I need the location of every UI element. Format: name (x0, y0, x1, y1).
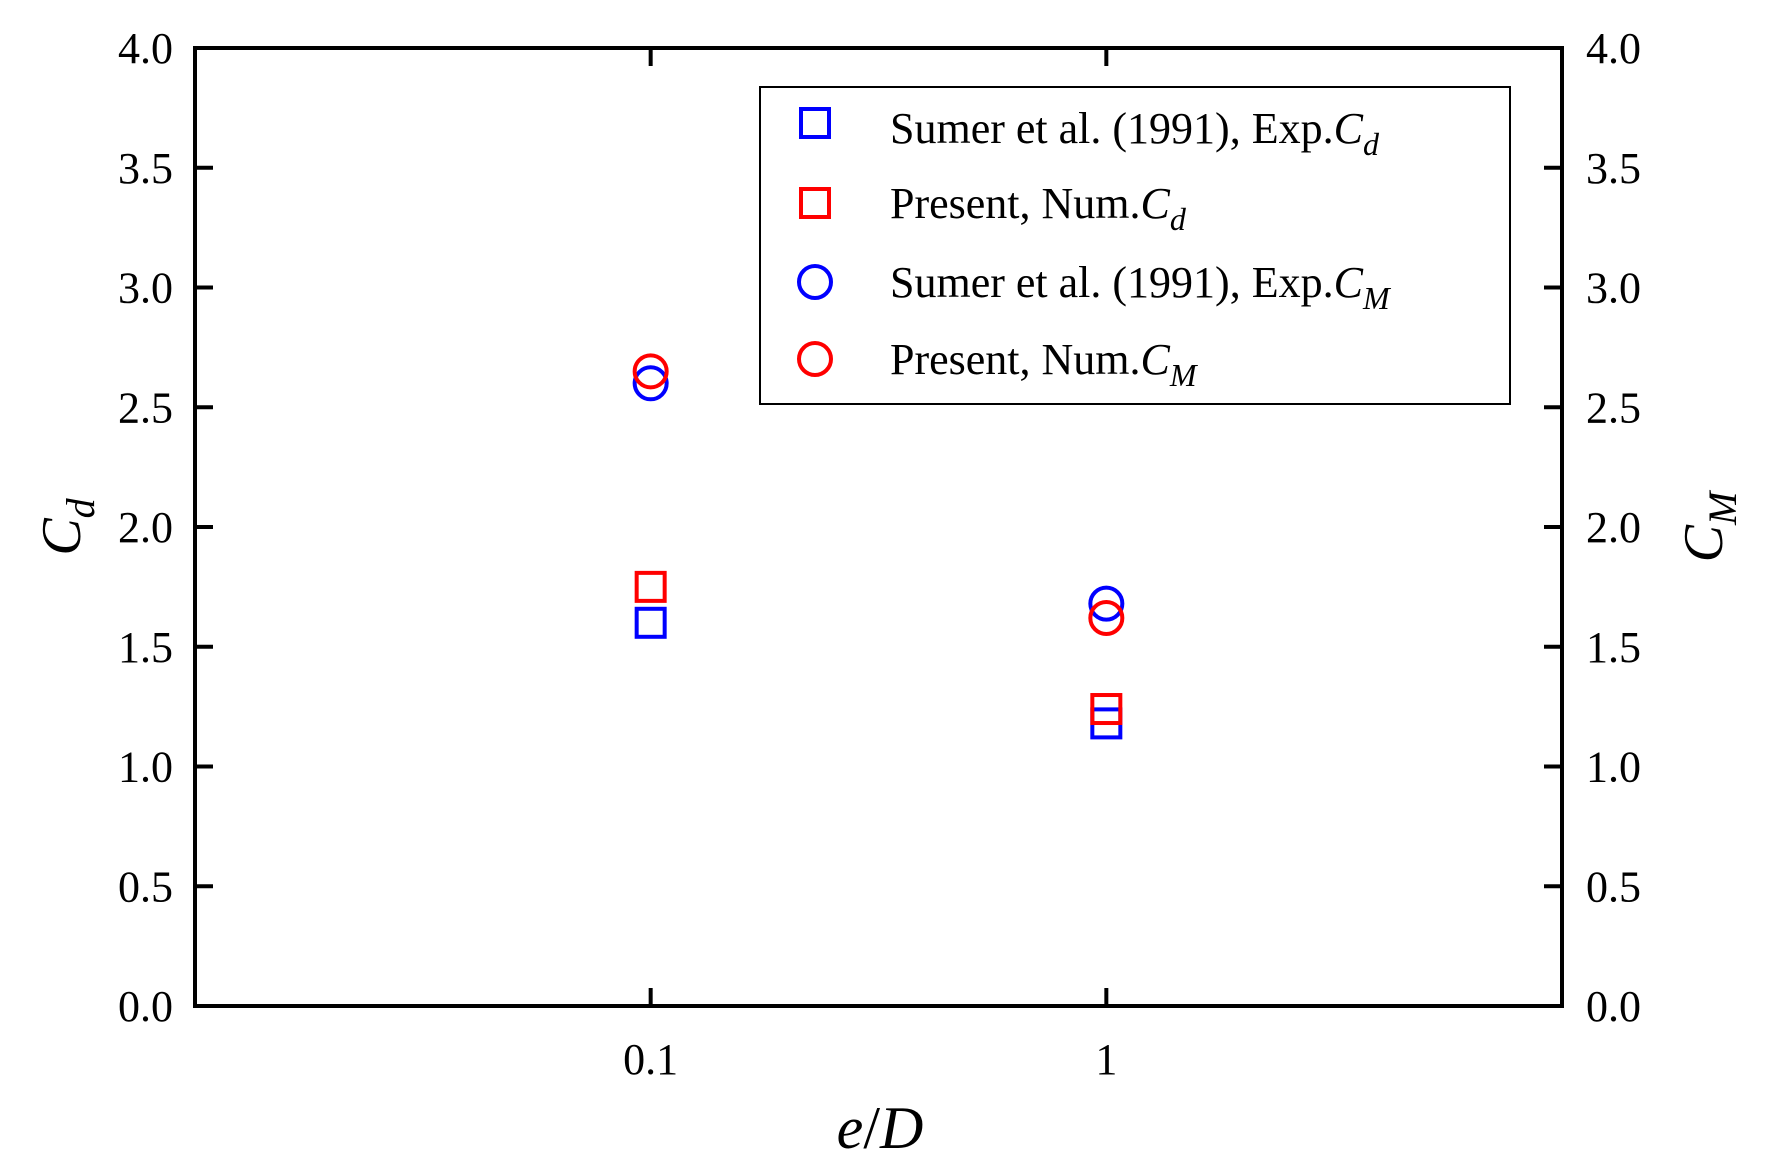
data-point-series-3-0 (632, 353, 669, 390)
legend-item-2: Sumer et al. (1991), Exp.CM (797, 258, 1392, 316)
y-tick-label-right: 3.5 (1586, 144, 1641, 193)
data-point-series-1-1 (1090, 693, 1123, 726)
legend-box (759, 86, 1511, 405)
y-tick-label-left: 0.5 (118, 862, 173, 911)
legend-marker-circle-red (797, 341, 833, 377)
legend-item-3: Present, Num.CM (797, 335, 1199, 393)
y-tick-label-left: 1.0 (118, 743, 173, 792)
legend-marker-square-blue (799, 107, 831, 139)
y-axis-title-left: Cd (31, 497, 103, 555)
legend-marker-circle-blue (797, 264, 833, 300)
legend-label-3: Present, Num.CM (890, 335, 1199, 393)
x-tick-label: 0.1 (623, 1035, 678, 1084)
y-tick-label-left: 3.5 (118, 144, 173, 193)
y-tick-label-right: 3.0 (1586, 264, 1641, 313)
data-point-series-1-0 (634, 570, 667, 603)
y-tick-label-left: 2.0 (118, 503, 173, 552)
legend-marker-square-red (799, 187, 831, 219)
x-axis-title: e/D (837, 1095, 924, 1161)
legend-item-1: Present, Num.Cd (799, 179, 1187, 237)
y-tick-label-left: 0.0 (118, 982, 173, 1031)
data-point-series-2-1 (1088, 585, 1125, 622)
y-tick-label-left: 1.5 (118, 623, 173, 672)
y-tick-label-right: 2.0 (1586, 503, 1641, 552)
y-tick-label-right: 2.5 (1586, 383, 1641, 432)
data-point-series-3-1 (1088, 600, 1125, 637)
plot-frame (193, 46, 1564, 1008)
y-tick-label-left: 3.0 (118, 264, 173, 313)
tick-labels: 0.0 0.0 0.5 0.5 1.0 1.0 1.5 1.5 2.0 2.0 2.5 2.5 3.0 3… (118, 24, 1641, 1084)
y-tick-label-right: 1.5 (1586, 623, 1641, 672)
legend-label-0: Sumer et al. (1991), Exp.Cd (890, 104, 1380, 162)
data-point-series-0-0 (634, 606, 667, 639)
legend-label-2: Sumer et al. (1991), Exp.CM (890, 258, 1392, 316)
legend: Sumer et al. (1991), Exp.Cd Present, Num… (759, 86, 1511, 405)
legend-item-0: Sumer et al. (1991), Exp.Cd (799, 104, 1380, 162)
legend-label-1: Present, Num.Cd (890, 179, 1187, 237)
x-tick-label: 1 (1095, 1035, 1117, 1084)
y-tick-label-right: 1.0 (1586, 743, 1641, 792)
y-tick-label-right: 0.0 (1586, 982, 1641, 1031)
data-point-series-2-0 (632, 365, 669, 402)
data-markers (632, 353, 1125, 740)
y-tick-label-right: 0.5 (1586, 862, 1641, 911)
y-tick-label-left: 2.5 (118, 383, 173, 432)
y-tick-label-right: 4.0 (1586, 24, 1641, 73)
y-tick-label-left: 4.0 (118, 24, 173, 73)
y-axis-title-right: CM (1673, 489, 1745, 562)
